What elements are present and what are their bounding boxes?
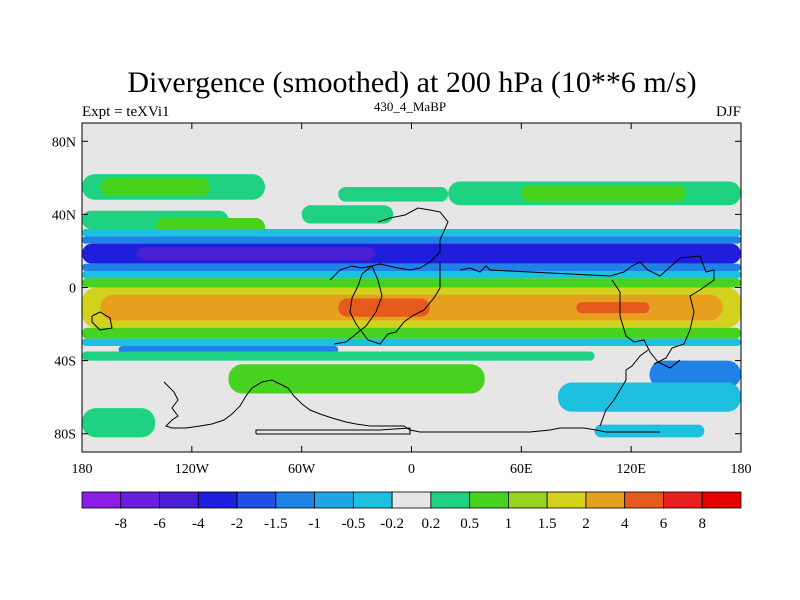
x-tick-label: 180: [72, 462, 93, 477]
contour-band-26: [82, 408, 156, 438]
contour-band-22: [82, 351, 595, 361]
x-axis-ticks: 180 120W 60W 0 60E 120E 180: [72, 123, 752, 477]
contour-band-9: [82, 236, 741, 244]
contour-band-19: [82, 327, 741, 339]
colorbar-swatch: [81, 491, 122, 509]
colorbar-swatch: [352, 491, 393, 509]
contour-band-14: [82, 278, 741, 288]
contour-band-1: [100, 177, 211, 197]
subtitle-right: DJF: [716, 104, 741, 120]
coast-americas: [329, 265, 383, 345]
coast-south-america: [91, 311, 113, 331]
contour-band-17: [338, 298, 430, 317]
colorbar-label: -8: [115, 516, 128, 532]
colorbar: -8 -6 -4 -2 -1.5 -1 -0.5 -0.2 0.2 0.5 1 1.5 2 4 6 8: [81, 491, 742, 532]
contour-band-25: [557, 382, 741, 412]
x-tick-label: 180: [731, 462, 752, 477]
coast-antarctica-west: [163, 379, 660, 433]
contour-band-23: [228, 364, 485, 394]
colorbar-swatch: [197, 491, 238, 509]
colorbar-label: -1: [308, 516, 321, 532]
colorbar-label: 6: [660, 516, 668, 532]
x-tick-label: 60W: [288, 462, 316, 477]
subtitle-center: 430_4_MaBP: [374, 99, 446, 114]
colorbar-label: 8: [698, 516, 706, 532]
colorbar-label: 0.2: [422, 516, 441, 532]
colorbar-label: -2: [231, 516, 244, 532]
coast-antarctica-east: [255, 427, 411, 435]
colorbar-label: -1.5: [264, 516, 288, 532]
y-tick-label: 80N: [52, 135, 76, 150]
contour-band-20: [82, 338, 741, 346]
contour-band-7: [301, 205, 394, 224]
colorbar-label: -0.2: [380, 516, 404, 532]
colorbar-swatch: [701, 491, 742, 509]
coast-asia: [459, 255, 715, 365]
contour-band-4: [521, 185, 687, 202]
contour-band-13: [82, 271, 741, 279]
colorbar-swatch: [159, 491, 199, 509]
x-tick-label: 120E: [616, 462, 646, 477]
y-tick-label: 0: [69, 282, 76, 297]
colorbar-swatch: [120, 491, 160, 509]
contour-band-11: [136, 247, 375, 261]
contour-band-27: [594, 424, 705, 438]
colorbar-swatch: [469, 491, 509, 509]
colorbar-swatch: [236, 491, 277, 509]
y-tick-label: 40N: [52, 208, 76, 223]
contour-band-8: [82, 229, 741, 237]
colorbar-swatch: [624, 491, 664, 509]
colorbar-label: -6: [153, 516, 166, 532]
colorbar-swatch: [430, 491, 471, 509]
contour-band-2: [338, 186, 449, 202]
coast-east-edge: [599, 349, 649, 427]
colorbar-swatch: [585, 491, 626, 509]
colorbar-swatch: [391, 491, 432, 509]
contour-band-18: [576, 302, 650, 314]
colorbar-swatch: [314, 491, 354, 509]
x-tick-label: 60E: [510, 462, 533, 477]
y-tick-label: 80S: [54, 428, 76, 443]
colorbar-label: 0.5: [460, 516, 479, 532]
colorbar-label: 1.5: [538, 516, 557, 532]
colorbar-swatch: [508, 491, 548, 509]
contour-band-24: [649, 360, 741, 389]
contour-band-12: [82, 263, 741, 272]
colorbar-label: -0.5: [341, 516, 365, 532]
y-tick-label: 40S: [54, 355, 76, 370]
colorbar-swatch: [275, 491, 315, 509]
x-tick-label: 0: [408, 462, 415, 477]
chart-title: Divergence (smoothed) at 200 hPa (10**6 …: [127, 66, 696, 99]
subtitle-left: Expt = teXVi1: [82, 104, 170, 120]
x-tick-label: 120W: [175, 462, 210, 477]
colorbar-label: 2: [582, 516, 590, 532]
y-axis-ticks: 80N 40N 0 40S 80S: [52, 135, 741, 443]
continent-outlines: [91, 207, 715, 435]
colorbar-label: 4: [621, 516, 629, 532]
colorbar-label: -4: [192, 516, 205, 532]
coast-australia: [611, 279, 681, 369]
plot-area: [81, 122, 742, 453]
colorbar-swatch: [546, 491, 587, 509]
colorbar-swatch: [663, 491, 703, 509]
colorbar-label: 1: [505, 516, 513, 532]
coast-africa: [349, 207, 449, 345]
